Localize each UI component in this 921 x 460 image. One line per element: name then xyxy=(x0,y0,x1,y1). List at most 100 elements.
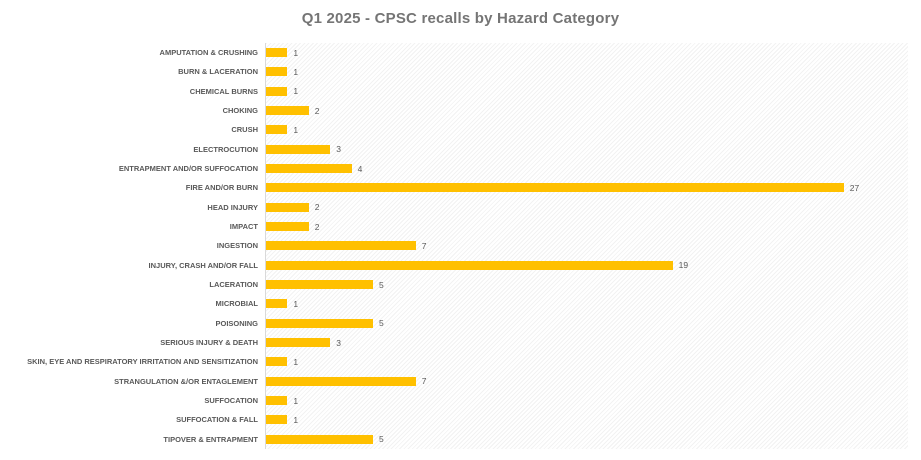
bar-zone: 7 xyxy=(266,236,908,255)
category-label: SUFFOCATION & FALL xyxy=(176,415,258,425)
value-label: 1 xyxy=(293,47,299,58)
bar xyxy=(266,299,288,309)
category-label: SERIOUS INJURY & DEATH xyxy=(160,338,258,348)
bar-row: FIRE AND/OR BURN 27 xyxy=(0,178,908,197)
bar-row: SUFFOCATION & FALL 1 xyxy=(0,410,908,429)
bar xyxy=(266,222,309,232)
category-label: HEAD INJURY xyxy=(207,202,258,212)
value-label: 7 xyxy=(421,240,427,251)
bar-row: CRUSH 1 xyxy=(0,120,908,139)
bar-zone: 3 xyxy=(266,140,908,159)
value-label: 1 xyxy=(293,86,299,97)
category-label: CRUSH xyxy=(231,125,258,135)
bar-row: ENTRAPMENT AND/OR SUFFOCATION 4 xyxy=(0,159,908,178)
category-label: INJURY, CRASH AND/OR FALL xyxy=(148,260,258,270)
value-label: 2 xyxy=(314,105,320,116)
bar-row: TIPOVER & ENTRAPMENT 5 xyxy=(0,430,908,449)
value-label: 1 xyxy=(293,298,299,309)
bar xyxy=(266,144,331,154)
value-label: 5 xyxy=(379,279,384,290)
value-label: 2 xyxy=(314,202,320,213)
bar-zone: 1 xyxy=(266,120,908,139)
bar xyxy=(266,415,288,425)
bar-zone: 1 xyxy=(266,62,908,81)
bar-zone: 1 xyxy=(266,82,908,101)
bar xyxy=(266,125,288,135)
bar-row: HEAD INJURY 2 xyxy=(0,198,908,217)
category-label: ELECTROCUTION xyxy=(193,144,258,154)
category-label: AMPUTATION & CRUSHING xyxy=(159,48,258,58)
value-label: 1 xyxy=(293,124,299,135)
bar-row: SUFFOCATION 1 xyxy=(0,391,908,410)
value-label: 2 xyxy=(314,221,320,232)
value-label: 7 xyxy=(421,376,427,387)
value-label: 1 xyxy=(293,356,299,367)
bar-row: CHEMICAL BURNS 1 xyxy=(0,82,908,101)
bar-zone: 3 xyxy=(266,333,908,352)
bar-row: BURN & LACERATION 1 xyxy=(0,62,908,81)
bar xyxy=(266,183,844,193)
bar xyxy=(266,106,309,116)
bar xyxy=(266,86,288,96)
category-label: FIRE AND/OR BURN xyxy=(185,183,258,193)
chart-title: Q1 2025 - CPSC recalls by Hazard Categor… xyxy=(301,10,620,27)
bar xyxy=(266,241,416,251)
value-label: 3 xyxy=(336,144,341,155)
category-label: STRANGULATION &/OR ENTAGLEMENT xyxy=(114,376,258,386)
bar-zone: 7 xyxy=(266,372,908,391)
category-label: SKIN, EYE AND RESPIRATORY IRRITATION AND… xyxy=(27,357,258,367)
bar-zone: 1 xyxy=(266,410,908,429)
bar-zone: 19 xyxy=(266,256,908,275)
bar xyxy=(266,318,373,328)
value-label: 4 xyxy=(357,163,363,174)
bar-zone: 2 xyxy=(266,217,908,236)
bar-row: ELECTROCUTION 3 xyxy=(0,140,908,159)
bar-row: LACERATION 5 xyxy=(0,275,908,294)
bar-row: INJURY, CRASH AND/OR FALL 19 xyxy=(0,256,908,275)
bar-row: STRANGULATION &/OR ENTAGLEMENT 7 xyxy=(0,372,908,391)
bar xyxy=(266,280,373,290)
bar-zone: 4 xyxy=(266,159,908,178)
bar xyxy=(266,260,673,270)
value-label: 3 xyxy=(336,337,341,348)
bar-zone: 2 xyxy=(266,101,908,120)
category-label: BURN & LACERATION xyxy=(178,67,258,77)
bar-zone: 1 xyxy=(266,352,908,371)
bar-zone: 5 xyxy=(266,275,908,294)
bar xyxy=(266,48,288,58)
bar xyxy=(266,67,288,77)
category-label: CHOKING xyxy=(222,106,258,116)
bar xyxy=(266,434,373,444)
bar-zone: 27 xyxy=(266,178,908,197)
category-label: INGESTION xyxy=(216,241,258,251)
bar xyxy=(266,357,288,367)
bar-row: CHOKING 2 xyxy=(0,101,908,120)
category-label: TIPOVER & ENTRAPMENT xyxy=(163,434,258,444)
category-label: ENTRAPMENT AND/OR SUFFOCATION xyxy=(118,164,258,174)
category-label: CHEMICAL BURNS xyxy=(189,86,258,96)
category-label: LACERATION xyxy=(209,280,258,290)
value-label: 19 xyxy=(678,260,689,271)
bar-zone: 1 xyxy=(266,294,908,313)
bar xyxy=(266,338,331,348)
category-label: SUFFOCATION xyxy=(204,396,258,406)
bar-zone: 2 xyxy=(266,198,908,217)
value-label: 1 xyxy=(293,66,299,77)
bar-zone: 1 xyxy=(266,43,908,62)
bar-row: POISONING 5 xyxy=(0,314,908,333)
bar xyxy=(266,396,288,406)
bar xyxy=(266,164,352,174)
category-label: POISONING xyxy=(215,318,258,328)
bar-rows-container: AMPUTATION & CRUSHING 1 BURN & LACERATION 1… xyxy=(0,43,908,449)
value-label: 27 xyxy=(849,182,860,193)
value-label: 1 xyxy=(293,414,299,425)
bar xyxy=(266,376,416,386)
bar-row: INGESTION 7 xyxy=(0,236,908,255)
category-label: MICROBIAL xyxy=(215,299,259,309)
bar-row: AMPUTATION & CRUSHING 1 xyxy=(0,43,908,62)
bar-row: IMPACT 2 xyxy=(0,217,908,236)
category-label: IMPACT xyxy=(229,222,258,232)
bar-row: MICROBIAL 1 xyxy=(0,294,908,313)
value-label: 5 xyxy=(379,318,384,329)
